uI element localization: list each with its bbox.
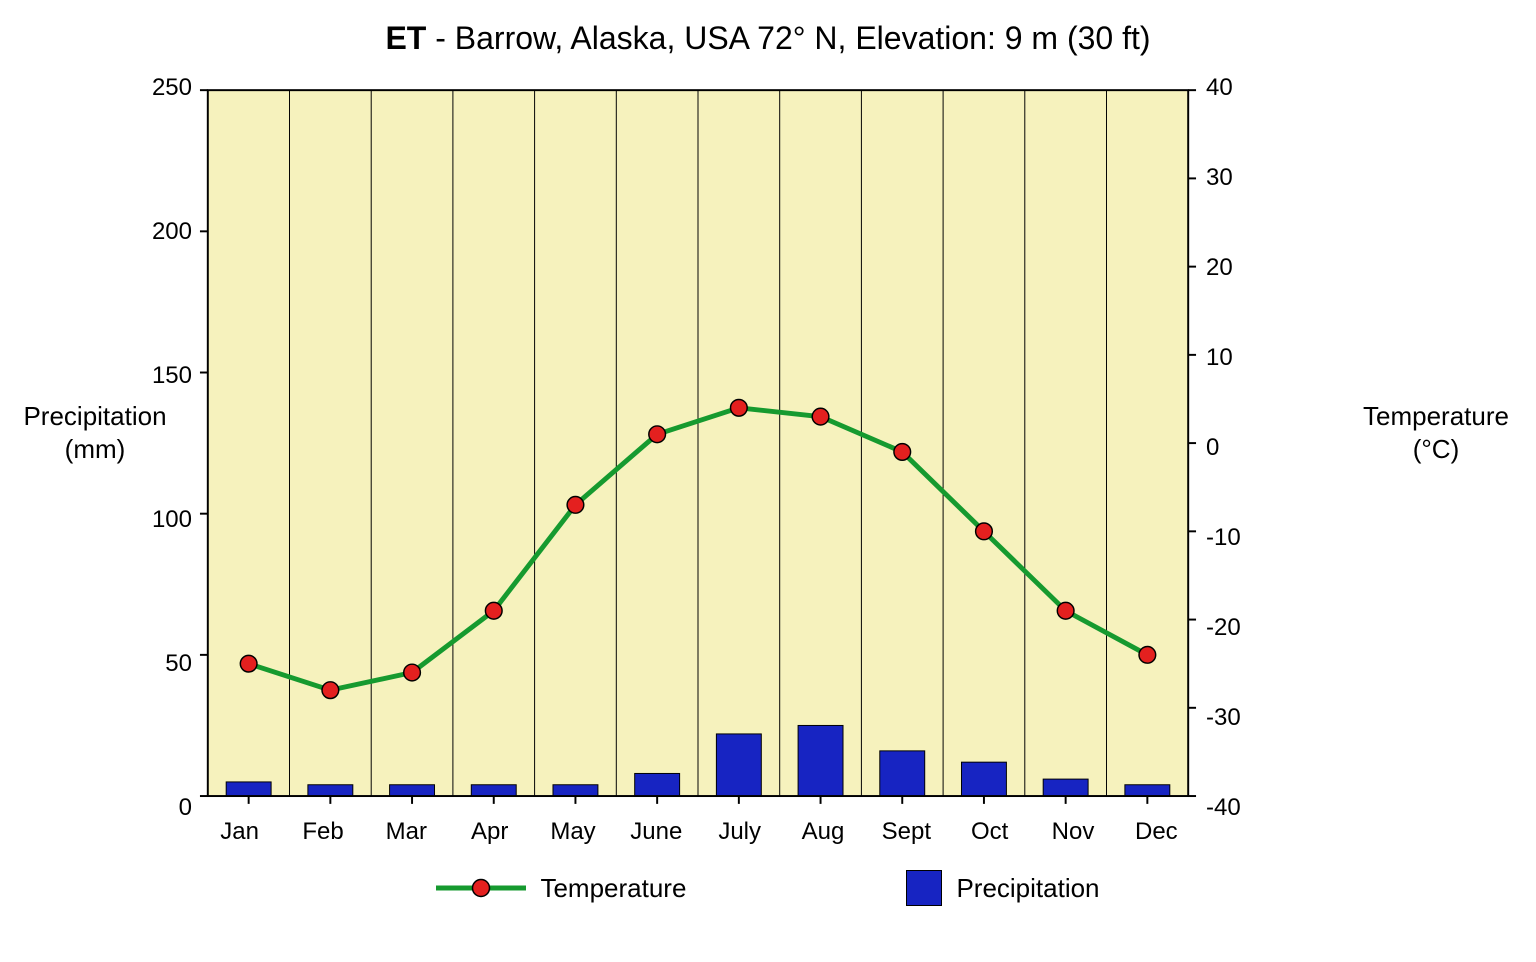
legend-temperature-swatch: [436, 874, 526, 902]
precipitation-bar: [1043, 779, 1088, 796]
precipitation-bar: [1125, 785, 1170, 796]
legend: Temperature Precipitation: [0, 870, 1536, 906]
precipitation-bar: [961, 762, 1006, 796]
x-tick-label: July: [718, 818, 761, 846]
temperature-marker: [894, 444, 911, 461]
title-rest: - Barrow, Alaska, USA 72° N, Elevation: …: [426, 20, 1150, 56]
legend-item-precipitation: Precipitation: [906, 870, 1099, 906]
x-tick-label: Sept: [882, 818, 931, 846]
precipitation-bar: [880, 751, 925, 796]
plot-area-container: [198, 88, 1198, 808]
y-left-axis-label: Precipitation (mm): [10, 400, 180, 465]
temperature-marker: [731, 399, 748, 416]
y-right-label-line2: (°C): [1413, 434, 1460, 464]
y-left-label-line2: (mm): [65, 434, 126, 464]
y-right-tick-label: 10: [1206, 344, 1233, 372]
y-right-tick-label: -20: [1206, 614, 1241, 642]
y-right-tick-label: 30: [1206, 164, 1233, 192]
x-tick-label: May: [550, 818, 595, 846]
precipitation-bar: [308, 785, 353, 796]
temperature-marker: [404, 664, 421, 681]
y-left-tick-label: 0: [179, 794, 192, 822]
y-right-tick-label: -30: [1206, 704, 1241, 732]
climograph-figure: ET - Barrow, Alaska, USA 72° N, Elevatio…: [0, 0, 1536, 962]
y-left-tick-label: 50: [165, 650, 192, 678]
y-left-label-line1: Precipitation: [23, 401, 166, 431]
precipitation-bar: [635, 773, 680, 796]
temperature-marker: [1139, 647, 1156, 664]
plot-svg: [198, 88, 1198, 808]
legend-item-temperature: Temperature: [436, 873, 686, 904]
temperature-marker: [567, 497, 584, 514]
precipitation-bar: [553, 785, 598, 796]
y-right-axis-label: Temperature (°C): [1346, 400, 1526, 465]
y-right-tick-label: -10: [1206, 524, 1241, 552]
y-right-tick-label: 20: [1206, 254, 1233, 282]
y-left-tick-label: 200: [152, 218, 192, 246]
x-tick-label: June: [630, 818, 682, 846]
y-left-tick-label: 150: [152, 362, 192, 390]
temperature-marker: [649, 426, 666, 443]
x-tick-label: Nov: [1052, 818, 1095, 846]
legend-temperature-label: Temperature: [540, 873, 686, 904]
precipitation-bar: [798, 725, 843, 796]
y-left-tick-label: 250: [152, 74, 192, 102]
x-tick-label: Jan: [220, 818, 259, 846]
y-right-tick-label: 40: [1206, 74, 1233, 102]
precipitation-bar: [471, 785, 516, 796]
y-right-tick-label: 0: [1206, 434, 1219, 462]
precipitation-bar: [390, 785, 435, 796]
x-tick-label: Dec: [1135, 818, 1178, 846]
legend-precipitation-label: Precipitation: [956, 873, 1099, 904]
temperature-marker: [1057, 602, 1074, 619]
temperature-marker: [976, 523, 993, 540]
temperature-marker: [240, 655, 257, 672]
x-tick-label: Feb: [302, 818, 343, 846]
chart-title: ET - Barrow, Alaska, USA 72° N, Elevatio…: [0, 20, 1536, 57]
y-left-tick-label: 100: [152, 506, 192, 534]
precipitation-bar: [716, 734, 761, 796]
temperature-marker: [812, 408, 829, 425]
legend-precipitation-swatch: [906, 870, 942, 906]
y-right-label-line1: Temperature: [1363, 401, 1509, 431]
x-tick-label: Aug: [802, 818, 845, 846]
precipitation-bar: [226, 782, 271, 796]
x-tick-label: Mar: [386, 818, 427, 846]
title-prefix: ET: [385, 20, 426, 56]
x-tick-label: Oct: [971, 818, 1008, 846]
temperature-marker: [322, 682, 339, 699]
x-tick-label: Apr: [471, 818, 508, 846]
y-right-tick-label: -40: [1206, 794, 1241, 822]
temperature-marker: [485, 602, 502, 619]
